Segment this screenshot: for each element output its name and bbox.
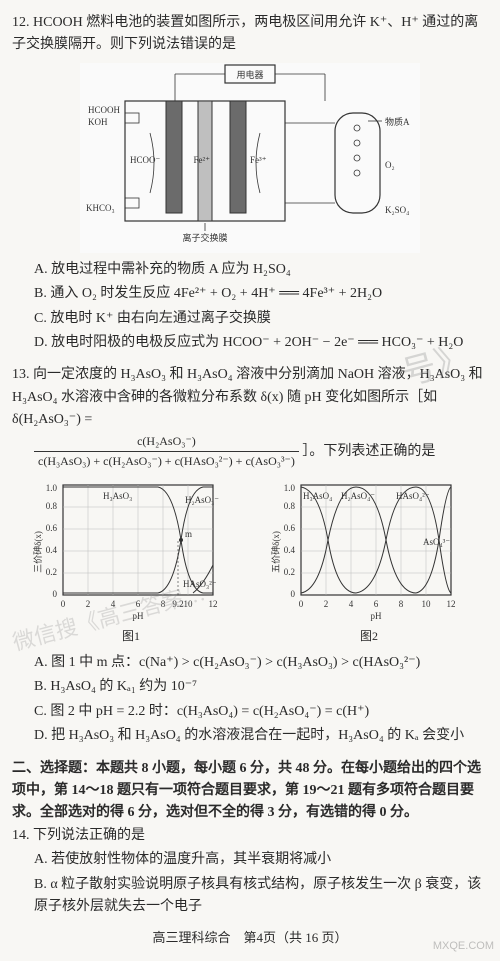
svg-text:12: 12 [447,599,456,609]
fuel-cell-diagram: 用电器 H [80,63,420,253]
svg-text:4: 4 [349,599,354,609]
q14-options: A. 若使放射性物体的温度升高，其半衰期将减小 B. α 粒子散射实验说明原子核… [12,849,488,918]
q13-fraction-row: c(H₂AsO₃⁻) c(H₃AsO₃) + c(H₂AsO₃⁻) + c(HA… [12,432,488,471]
svg-text:2: 2 [86,599,91,609]
svg-text:0: 0 [61,599,66,609]
chart2: H₃AsO₄ H₂AsO₄⁻ HAsO₄²⁻ AsO₄³⁻ 0 2 4 6 8 … [269,477,469,646]
section2-heading: 二、选择题：本题共 8 小题，每小题 6 分，共 48 分。在每小题给出的四个选… [12,758,488,825]
chart1: m H₃AsO₃ H₂AsO₃⁻ HAsO₃²⁻ 0 2 4 6 8 9.2 1… [31,477,231,646]
q14-opt-b: B. α 粒子散射实验说明原子核具有核式结构，原子核发生一次 β 衰变，该原子核… [34,874,488,919]
svg-text:10: 10 [422,599,432,609]
svg-text:KOH: KOH [88,117,108,127]
svg-text:0.4: 0.4 [46,545,58,555]
chart1-ylabel: 三价砷δ(x) [33,531,43,573]
q13-opt-b: B. H₃AsO₄ 的 Kₐ₁ 约为 10⁻⁷ [34,676,488,698]
label-left-top: HCOOH [88,105,121,115]
fraction: c(H₂AsO₃⁻) c(H₃AsO₃) + c(H₂AsO₃⁻) + c(HA… [34,432,299,471]
q13-options: A. 图 1 中 m 点：c(Na⁺) > c(H₂AsO₃⁻) > c(H₃A… [12,652,488,748]
svg-text:H₃AsO₃: H₃AsO₃ [103,491,132,501]
svg-text:0.4: 0.4 [284,545,296,555]
fraction-num: c(H₂AsO₃⁻) [34,432,299,452]
svg-text:AsO₄³⁻: AsO₄³⁻ [423,537,450,547]
label-right-bottom: K₂SO₄ [385,205,409,215]
question-13: 13. 向一定浓度的 H₃AsO₃ 和 H₃AsO₄ 溶液中分别滴加 NaOH … [12,364,488,747]
q12-diagram: 用电器 H [80,63,420,253]
svg-text:H₂AsO₄⁻: H₂AsO₄⁻ [341,491,375,501]
label-right-top: 物质A [385,116,410,127]
label-mid-right: Fe³⁺ [250,155,267,165]
q13-stem1: 向一定浓度的 H₃AsO₃ 和 H₃AsO₄ 溶液中分别滴加 NaOH 溶液，H… [12,367,483,427]
svg-text:1.0: 1.0 [284,483,296,493]
page-footer: 高三理科综合 第4页（共 16 页） [12,928,488,949]
label-mid-left: Fe²⁺ [194,155,211,165]
q12-stem: HCOOH 燃料电池的装置如图所示，两电极区间用允许 K⁺、H⁺ 通过的离子交换… [12,15,478,52]
svg-text:12: 12 [209,599,218,609]
label-bottom: 离子交换膜 [182,232,227,243]
fraction-den: c(H₃AsO₃) + c(H₂AsO₃⁻) + c(HAsO₃²⁻) + c(… [34,452,299,471]
question-12: 12. HCOOH 燃料电池的装置如图所示，两电极区间用允许 K⁺、H⁺ 通过的… [12,12,488,354]
chart2-ylabel: 五价砷δ(x) [271,531,281,573]
chart1-title: 图1 [31,627,231,646]
svg-text:8: 8 [399,599,404,609]
q14-number: 14. [12,828,30,843]
svg-text:0.8: 0.8 [284,501,296,511]
svg-text:8: 8 [161,599,166,609]
svg-text:0: 0 [53,589,58,599]
label-left-bottom: KHCO₃ [86,203,115,213]
svg-text:0.8: 0.8 [46,501,58,511]
q12-opt-c: C. 放电时 K⁺ 由右向左通过离子交换膜 [34,308,488,330]
chart1-m: m [185,529,192,539]
svg-text:HAsO₃²⁻: HAsO₃²⁻ [183,579,217,589]
q13-charts: m H₃AsO₃ H₂AsO₃⁻ HAsO₃²⁻ 0 2 4 6 8 9.2 1… [12,477,488,646]
q13-stem2: ］。下列表述正确的是 [302,443,435,458]
svg-text:H₃AsO₄: H₃AsO₄ [303,491,332,501]
svg-text:6: 6 [136,599,141,609]
svg-text:0: 0 [299,599,304,609]
chart2-xlabel: pH [371,611,383,621]
svg-text:HAsO₄²⁻: HAsO₄²⁻ [396,491,430,501]
question-14: 14. 下列说法正确的是 A. 若使放射性物体的温度升高，其半衰期将减小 B. … [12,825,488,919]
section2-text: 二、选择题：本题共 8 小题，每小题 6 分，共 48 分。在每小题给出的四个选… [12,761,481,821]
q13-number: 13. [12,367,30,382]
svg-text:0.6: 0.6 [46,523,58,533]
svg-text:0.2: 0.2 [284,567,295,577]
q14-stem: 下列说法正确的是 [33,828,145,843]
svg-text:1.0: 1.0 [46,483,58,493]
svg-text:0: 0 [291,589,296,599]
svg-text:2: 2 [324,599,329,609]
svg-text:10: 10 [184,599,194,609]
q12-number: 12. [12,15,30,30]
label-top: 用电器 [236,69,263,80]
q13-opt-c: C. 图 2 中 pH = 2.2 时：c(H₃AsO₄) = c(H₂AsO₄… [34,701,488,723]
q12-opt-a: A. 放电过程中需补充的物质 A 应为 H₂SO₄ [34,259,488,281]
q12-opt-b: B. 通入 O₂ 时发生反应 4Fe²⁺ + O₂ + 4H⁺ ══ 4Fe³⁺… [34,283,488,305]
svg-text:0.6: 0.6 [284,523,296,533]
q13-opt-d: D. 把 H₃AsO₃ 和 H₃AsO₄ 的水溶液混合在一起时，H₃AsO₄ 的… [34,725,488,747]
svg-text:0.2: 0.2 [46,567,57,577]
svg-text:H₂AsO₃⁻: H₂AsO₃⁻ [185,495,219,505]
label-right-mid: O₂ [385,160,395,170]
q13-opt-a: A. 图 1 中 m 点：c(Na⁺) > c(H₂AsO₃⁻) > c(H₃A… [34,652,488,674]
label-left-mid: HCOO⁻ [130,155,161,165]
svg-text:9.2: 9.2 [172,599,183,609]
chart1-xlabel: pH [133,611,145,621]
q12-opt-d: D. 放电时阳极的电极反应式为 HCOO⁻ + 2OH⁻ − 2e⁻ ══ HC… [34,332,488,354]
svg-text:4: 4 [111,599,116,609]
q12-options: A. 放电过程中需补充的物质 A 应为 H₂SO₄ B. 通入 O₂ 时发生反应… [12,259,488,355]
svg-text:6: 6 [374,599,379,609]
q14-opt-a: A. 若使放射性物体的温度升高，其半衰期将减小 [34,849,488,871]
chart2-title: 图2 [269,627,469,646]
